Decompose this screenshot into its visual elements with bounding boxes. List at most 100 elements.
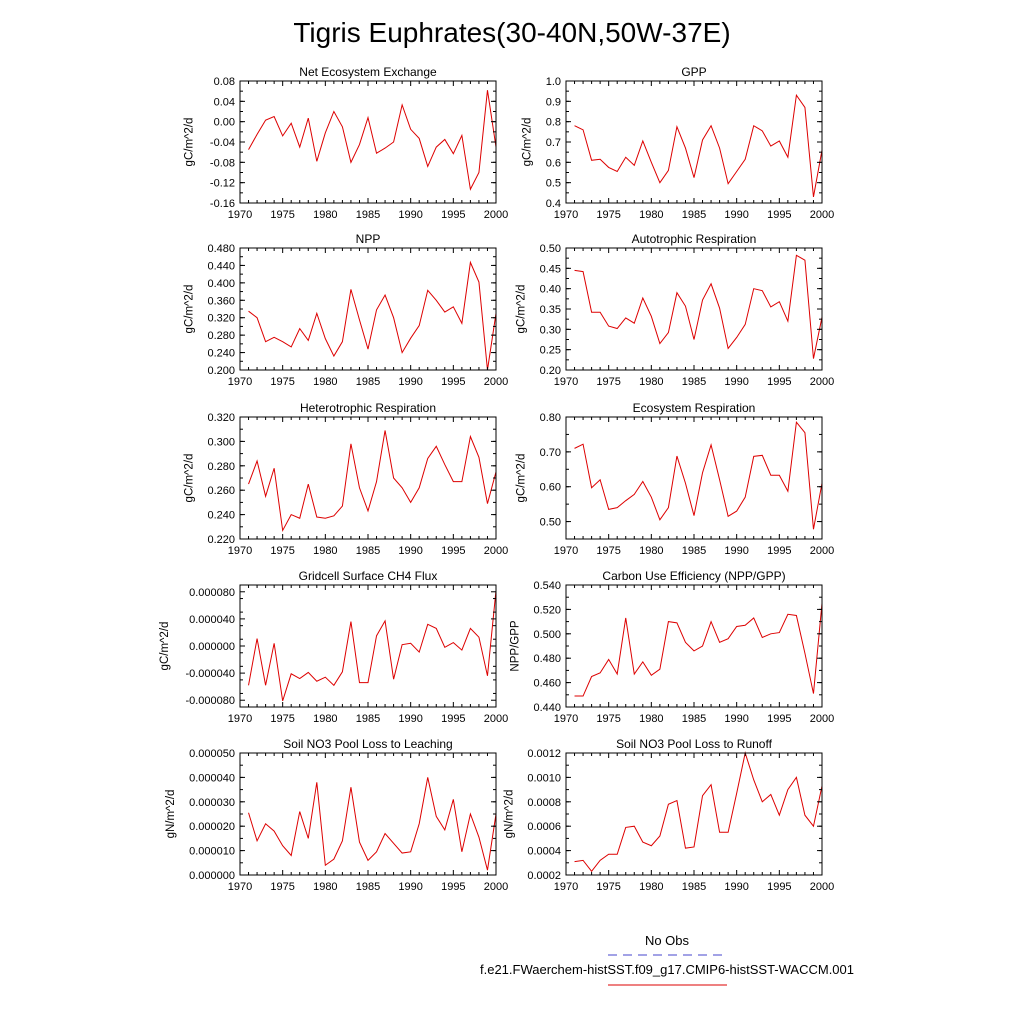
x-tick-label: 1980 bbox=[313, 545, 337, 557]
x-tick-label: 1980 bbox=[639, 713, 663, 725]
x-tick-label: 1985 bbox=[356, 209, 380, 221]
x-tick-label: 1975 bbox=[596, 376, 620, 388]
x-tick-label: 1995 bbox=[441, 209, 465, 221]
chart-title: Carbon Use Efficiency (NPP/GPP) bbox=[602, 569, 785, 583]
y-tick-label: 0.8 bbox=[546, 117, 561, 129]
y-tick-label: 0.000000 bbox=[189, 641, 235, 653]
plot-frame bbox=[239, 247, 497, 371]
x-tick-label: 1990 bbox=[724, 376, 748, 388]
y-tick-label: 0.70 bbox=[540, 447, 561, 459]
y-axis-label: NPP/GPP bbox=[510, 620, 522, 671]
x-tick-label: 1975 bbox=[270, 209, 294, 221]
x-tick-label: 1990 bbox=[398, 376, 422, 388]
x-tick-label: 2000 bbox=[484, 881, 508, 893]
y-tick-label: 0.440 bbox=[207, 260, 235, 272]
y-axis-label: gC/m^2/d bbox=[184, 454, 196, 503]
y-tick-label: 0.60 bbox=[540, 482, 561, 494]
legend-label-model: f.e21.FWaerchem-histSST.f09_g17.CMIP6-hi… bbox=[480, 962, 854, 977]
plot-frame bbox=[239, 80, 497, 204]
x-tick-label: 1975 bbox=[270, 713, 294, 725]
y-axis-label: gC/m^2/d bbox=[522, 118, 534, 167]
x-tick-label: 1970 bbox=[228, 713, 252, 725]
series-line bbox=[574, 421, 823, 530]
y-axis-label: gN/m^2/d bbox=[503, 790, 515, 839]
x-tick-label: 1975 bbox=[596, 713, 620, 725]
y-tick-label: -0.000040 bbox=[185, 668, 235, 680]
x-tick-label: 2000 bbox=[484, 545, 508, 557]
chart-panel: 1970 1975 1980 1985 1990 1995 2000 0.200 0.240 0.… bbox=[184, 232, 509, 388]
x-tick-label: 1970 bbox=[554, 881, 578, 893]
plot-frame bbox=[239, 416, 497, 540]
y-tick-label: 0.000050 bbox=[189, 748, 235, 760]
chart-title: GPP bbox=[681, 65, 706, 79]
x-tick-label: 1995 bbox=[767, 881, 791, 893]
series-line bbox=[574, 93, 823, 197]
chart-title: Net Ecosystem Exchange bbox=[299, 65, 437, 79]
x-tick-label: 1970 bbox=[554, 713, 578, 725]
x-tick-label: 1985 bbox=[682, 545, 706, 557]
x-tick-label: 1985 bbox=[356, 376, 380, 388]
x-tick-label: 1980 bbox=[639, 376, 663, 388]
x-tick-label: 2000 bbox=[810, 545, 834, 557]
x-tick-label: 1975 bbox=[270, 545, 294, 557]
x-tick-label: 1970 bbox=[554, 376, 578, 388]
y-tick-label: 0.320 bbox=[207, 313, 235, 325]
y-tick-label: 0.000040 bbox=[189, 614, 235, 626]
x-tick-label: 1995 bbox=[767, 545, 791, 557]
y-tick-label: 0.0004 bbox=[527, 846, 561, 858]
x-tick-label: 1985 bbox=[682, 209, 706, 221]
x-tick-label: 1990 bbox=[724, 881, 748, 893]
y-tick-label: 0.80 bbox=[540, 412, 561, 424]
plot-frame bbox=[565, 416, 823, 540]
y-tick-label: 0.7 bbox=[546, 137, 561, 149]
x-tick-label: 1995 bbox=[441, 713, 465, 725]
x-tick-label: 1990 bbox=[398, 545, 422, 557]
y-tick-label: 0.0008 bbox=[527, 797, 561, 809]
y-tick-label: 0.200 bbox=[207, 365, 235, 377]
y-tick-label: 0.480 bbox=[207, 243, 235, 255]
series-line bbox=[574, 751, 823, 873]
y-tick-label: -0.04 bbox=[210, 137, 235, 149]
chart-panel: 1970 1975 1980 1985 1990 1995 2000 0.440 0.460 0.… bbox=[510, 569, 835, 725]
y-tick-label: 0.260 bbox=[207, 485, 235, 497]
x-tick-label: 1990 bbox=[398, 881, 422, 893]
x-tick-label: 1995 bbox=[441, 545, 465, 557]
x-tick-label: 1990 bbox=[724, 713, 748, 725]
x-tick-label: 2000 bbox=[484, 713, 508, 725]
y-tick-label: 0.480 bbox=[533, 653, 561, 665]
y-tick-label: -0.12 bbox=[210, 178, 235, 190]
x-tick-label: 1980 bbox=[313, 881, 337, 893]
x-tick-label: 1975 bbox=[596, 881, 620, 893]
series-line bbox=[248, 777, 497, 871]
y-tick-label: 0.45 bbox=[540, 263, 561, 275]
x-tick-label: 2000 bbox=[810, 209, 834, 221]
chart-title: NPP bbox=[356, 232, 381, 246]
figure-title: Tigris Euphrates(30-40N,50W-37E) bbox=[293, 17, 730, 48]
x-tick-label: 1975 bbox=[596, 545, 620, 557]
y-tick-label: 0.240 bbox=[207, 348, 235, 360]
y-tick-label: 0.280 bbox=[207, 330, 235, 342]
y-tick-label: 0.50 bbox=[540, 517, 561, 529]
y-tick-label: 0.280 bbox=[207, 461, 235, 473]
y-tick-label: 0.540 bbox=[533, 580, 561, 592]
y-tick-label: 0.20 bbox=[540, 365, 561, 377]
legend: No Obs f.e21.FWaerchem-histSST.f09_g17.CM… bbox=[480, 933, 854, 986]
x-tick-label: 1995 bbox=[441, 376, 465, 388]
y-tick-label: 0.300 bbox=[207, 436, 235, 448]
chart-title: Autotrophic Respiration bbox=[632, 232, 757, 246]
x-tick-label: 1995 bbox=[441, 881, 465, 893]
chart-panel: 1970 1975 1980 1985 1990 1995 2000 0.20 0.25 0.30… bbox=[516, 232, 835, 388]
y-tick-label: 0.320 bbox=[207, 412, 235, 424]
y-tick-label: 0.500 bbox=[533, 629, 561, 641]
x-tick-label: 1970 bbox=[554, 545, 578, 557]
y-tick-label: 0.0012 bbox=[527, 748, 561, 760]
chart-panel: 1970 1975 1980 1985 1990 1995 2000 0.4 0.5 0.6 0.7… bbox=[522, 65, 835, 221]
y-tick-label: 0.520 bbox=[533, 604, 561, 616]
x-tick-label: 1990 bbox=[398, 713, 422, 725]
x-tick-label: 1975 bbox=[270, 376, 294, 388]
chart-panel: 1970 1975 1980 1985 1990 1995 2000 0.000000 0.00… bbox=[165, 737, 508, 893]
y-tick-label: 0.08 bbox=[214, 76, 235, 88]
chart-panel: 1970 1975 1980 1985 1990 1995 2000 0.50 0.60 0.70… bbox=[516, 401, 835, 557]
x-tick-label: 1980 bbox=[639, 881, 663, 893]
